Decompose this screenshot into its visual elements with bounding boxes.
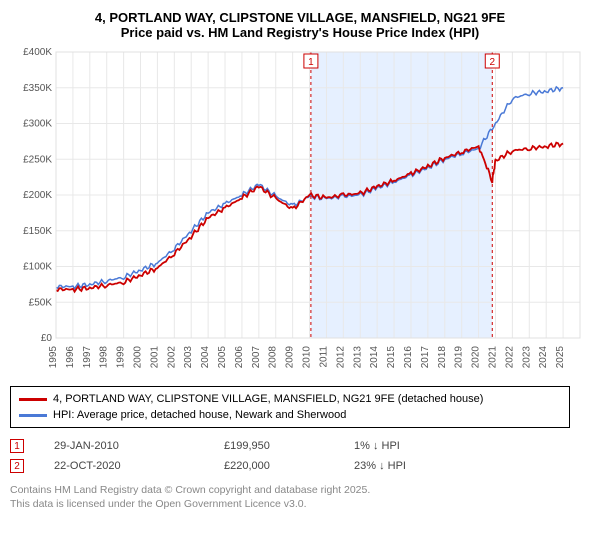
- svg-text:£250K: £250K: [23, 154, 52, 165]
- svg-text:2005: 2005: [217, 346, 228, 369]
- legend-label: HPI: Average price, detached house, Newa…: [53, 409, 346, 421]
- legend-item: 4, PORTLAND WAY, CLIPSTONE VILLAGE, MANS…: [19, 391, 561, 407]
- svg-text:2010: 2010: [302, 346, 313, 369]
- svg-text:£400K: £400K: [23, 48, 52, 58]
- legend-item: HPI: Average price, detached house, Newa…: [19, 407, 561, 423]
- svg-text:2024: 2024: [538, 346, 549, 369]
- event-row-date: 22-OCT-2020: [54, 460, 194, 472]
- svg-text:2007: 2007: [251, 346, 262, 369]
- svg-text:1995: 1995: [48, 346, 59, 369]
- event-row-price: £199,950: [224, 440, 324, 452]
- event-row: 2 22-OCT-2020 £220,000 23% ↓ HPI: [10, 456, 570, 476]
- event-row-date: 29-JAN-2010: [54, 440, 194, 452]
- svg-text:2013: 2013: [352, 346, 363, 369]
- svg-text:£150K: £150K: [23, 226, 52, 237]
- svg-text:1999: 1999: [116, 346, 127, 369]
- svg-text:£100K: £100K: [23, 262, 52, 273]
- event-row-badge: 2: [10, 459, 24, 473]
- svg-text:2025: 2025: [555, 346, 566, 369]
- legend-label: 4, PORTLAND WAY, CLIPSTONE VILLAGE, MANS…: [53, 393, 483, 405]
- footer-attribution: Contains HM Land Registry data © Crown c…: [10, 484, 590, 511]
- event-row-badge: 1: [10, 439, 24, 453]
- svg-text:2008: 2008: [268, 346, 279, 369]
- svg-text:2009: 2009: [285, 346, 296, 369]
- footer-line2: This data is licensed under the Open Gov…: [10, 498, 590, 512]
- svg-text:1998: 1998: [99, 346, 110, 369]
- line-chart-svg: £0 £50K £100K £150K £200K £250K £300K £350K £400…: [10, 48, 590, 378]
- svg-text:2004: 2004: [200, 346, 211, 369]
- svg-text:2023: 2023: [521, 346, 532, 369]
- svg-text:2020: 2020: [471, 346, 482, 369]
- chart-title-line2: Price paid vs. HM Land Registry's House …: [10, 25, 590, 40]
- svg-text:2014: 2014: [369, 346, 380, 369]
- svg-text:2006: 2006: [234, 346, 245, 369]
- footer-line1: Contains HM Land Registry data © Crown c…: [10, 484, 590, 498]
- svg-text:£350K: £350K: [23, 83, 52, 94]
- events-table: 1 29-JAN-2010 £199,950 1% ↓ HPI 2 22-OCT-2020…: [10, 436, 570, 476]
- svg-text:£300K: £300K: [23, 119, 52, 130]
- legend-swatch: [19, 414, 47, 417]
- svg-text:2018: 2018: [437, 346, 448, 369]
- event-badge-label: 1: [308, 57, 314, 68]
- svg-text:1997: 1997: [82, 346, 93, 369]
- svg-text:2017: 2017: [420, 346, 431, 369]
- svg-text:£50K: £50K: [29, 297, 53, 308]
- svg-text:2011: 2011: [318, 346, 329, 368]
- svg-text:2016: 2016: [403, 346, 414, 369]
- legend-swatch: [19, 398, 47, 401]
- legend-box: 4, PORTLAND WAY, CLIPSTONE VILLAGE, MANS…: [10, 386, 570, 428]
- svg-text:£0: £0: [41, 333, 53, 344]
- svg-text:2019: 2019: [454, 346, 465, 369]
- svg-text:2000: 2000: [133, 346, 144, 369]
- svg-text:1996: 1996: [65, 346, 76, 369]
- event-row: 1 29-JAN-2010 £199,950 1% ↓ HPI: [10, 436, 570, 456]
- svg-text:2021: 2021: [487, 346, 498, 369]
- svg-text:2001: 2001: [149, 346, 160, 369]
- plot-area: £0 £50K £100K £150K £200K £250K £300K £350K £400…: [10, 48, 590, 378]
- svg-text:2022: 2022: [504, 346, 515, 369]
- chart-container: 4, PORTLAND WAY, CLIPSTONE VILLAGE, MANS…: [10, 10, 590, 511]
- event-row-pct: 1% ↓ HPI: [354, 440, 474, 452]
- event-row-pct: 23% ↓ HPI: [354, 460, 474, 472]
- svg-text:2012: 2012: [335, 346, 346, 369]
- svg-text:2003: 2003: [183, 346, 194, 369]
- svg-text:2002: 2002: [166, 346, 177, 369]
- event-row-price: £220,000: [224, 460, 324, 472]
- chart-title-line1: 4, PORTLAND WAY, CLIPSTONE VILLAGE, MANS…: [10, 10, 590, 25]
- svg-text:£200K: £200K: [23, 190, 52, 201]
- event-badge-label: 2: [489, 57, 495, 68]
- svg-text:2015: 2015: [386, 346, 397, 369]
